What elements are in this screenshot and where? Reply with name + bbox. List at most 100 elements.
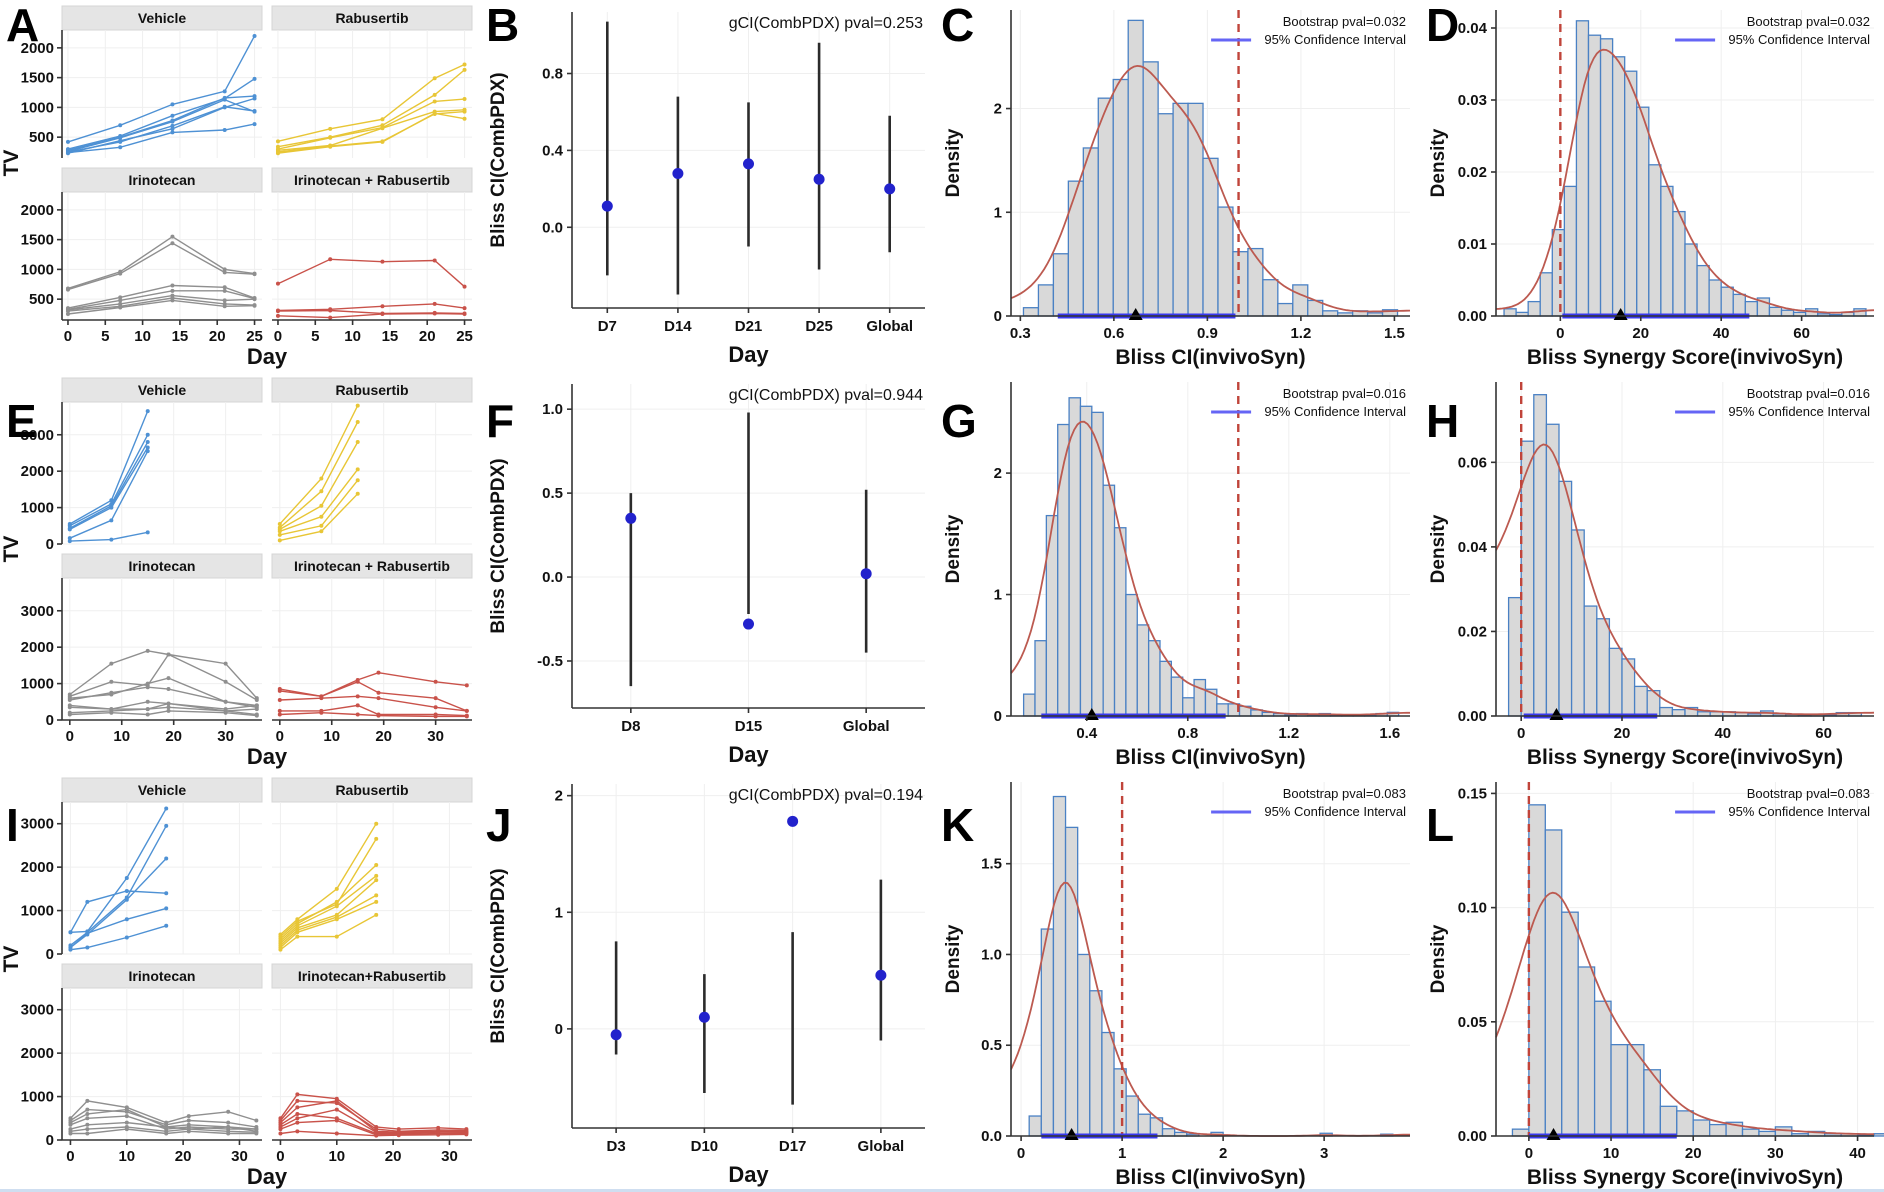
panel-K-chart: 0.0 0.5 1.0 1.5 0 1 2 3 Density Bliss CI(invivoSy… (935, 772, 1420, 1189)
svg-text:2000: 2000 (21, 202, 54, 219)
svg-text:10: 10 (134, 328, 151, 345)
pointrange-plot: 0.0 0.4 0.8 D7 D14 D21 D25 Global (542, 12, 925, 335)
svg-text:0.3: 0.3 (1010, 325, 1031, 342)
panel-D-label: D (1426, 0, 1460, 51)
panel-L: L 0.00 0.05 0.10 0.15 0 10 20 30 40 Density Bliss … (1420, 772, 1884, 1189)
svg-text:20: 20 (375, 728, 392, 745)
svg-text:Bootstrap pval=0.016: Bootstrap pval=0.016 (1283, 386, 1406, 401)
panel-C-svg: 0 1 2 0.3 0.6 0.9 1.2 1.5 Density Bliss CI(invivo… (943, 10, 1411, 369)
panel-I: I TV Day Vehicle 0 1000 2000 3000 Rabusertib Iri… (0, 772, 480, 1189)
svg-text:Irinotecan: Irinotecan (129, 968, 196, 984)
svg-text:0: 0 (46, 536, 54, 553)
svg-text:-0.5: -0.5 (537, 653, 563, 670)
svg-text:1: 1 (994, 204, 1002, 221)
panel-J-svg: 0 1 2 D3 D10 D17 Global gCI(CombPDX) pval=0.194… (488, 784, 925, 1187)
panel-L-svg: 0.00 0.05 0.10 0.15 0 10 20 30 40 Density Bliss Sy… (1428, 782, 1884, 1189)
svg-text:Bliss Synergy Score(invivoSyn): Bliss Synergy Score(invivoSyn) (1527, 746, 1843, 769)
svg-text:Density: Density (1428, 924, 1449, 993)
panel-H-svg: 0.00 0.02 0.04 0.06 0 20 40 60 Density Bliss Syne… (1428, 382, 1875, 769)
panel-H-chart: 0.00 0.02 0.04 0.06 0 20 40 60 Density Bliss Syne… (1420, 372, 1884, 772)
panel-F-svg: -0.5 0.0 0.5 1.0 D8 D15 Global gCI(CombPDX) pva… (488, 384, 925, 767)
svg-text:20: 20 (175, 1148, 192, 1165)
panel-J-chart: 0 1 2 D3 D10 D17 Global gCI(CombPDX) pval=0.194… (480, 772, 935, 1189)
svg-text:10: 10 (113, 728, 130, 745)
facet-Irinotecan: Irinotecan 0 1000 2000 3000 0 10 20 30 (21, 963, 263, 1165)
svg-text:1.0: 1.0 (981, 946, 1002, 963)
panel-E-label: E (6, 395, 37, 447)
mean-triangle (1549, 708, 1564, 720)
svg-text:1.2: 1.2 (1290, 325, 1311, 342)
svg-text:Day: Day (247, 344, 288, 369)
svg-text:1.0: 1.0 (542, 401, 563, 418)
mean-triangle (1613, 308, 1628, 320)
panel-A-svg: TVDayVehicle500100015002000RabusertibIri… (0, 5, 473, 369)
panel-K: K 0.0 0.5 1.0 1.5 0 1 2 3 Density Bliss CI(invivo… (935, 772, 1420, 1189)
svg-text:D17: D17 (779, 1138, 807, 1155)
panel-G-label: G (941, 395, 977, 447)
svg-text:D15: D15 (735, 718, 763, 735)
svg-text:500: 500 (29, 291, 54, 308)
svg-text:0: 0 (1556, 325, 1564, 342)
svg-text:2000: 2000 (21, 639, 54, 656)
svg-text:Density: Density (1428, 514, 1449, 583)
svg-text:40: 40 (1713, 325, 1730, 342)
histogram-plot: 0.00 0.01 0.02 0.03 0.04 0 20 40 60 (1458, 10, 1875, 342)
svg-text:0: 0 (994, 308, 1002, 325)
svg-text:Density: Density (1428, 128, 1449, 197)
svg-text:30: 30 (441, 1148, 458, 1165)
density-curve (1495, 48, 1875, 314)
panel-A-chart: TV Day Vehicle 500 1000 1500 2000 Rabusertib Iri… (0, 0, 480, 372)
svg-text:0.00: 0.00 (1458, 708, 1487, 725)
svg-text:3: 3 (1320, 1145, 1328, 1162)
histogram-plot: 0.0 0.5 1.0 1.5 0 1 2 3 (981, 782, 1411, 1162)
svg-text:1.6: 1.6 (1379, 725, 1400, 742)
svg-text:0.05: 0.05 (1458, 1014, 1487, 1031)
svg-text:0: 0 (46, 712, 54, 729)
svg-text:0.06: 0.06 (1458, 454, 1487, 471)
panel-G: G 0 1 2 0.4 0.8 1.2 1.6 Density Bliss CI(invivoS… (935, 372, 1420, 772)
svg-text:Rabusertib: Rabusertib (335, 782, 408, 798)
svg-text:95% Confidence Interval: 95% Confidence Interval (1264, 804, 1406, 819)
histogram-plot: 0 1 2 0.4 0.8 1.2 1.6 (994, 382, 1410, 742)
panel-I-label: I (6, 799, 19, 851)
panel-J: J 0 1 2 D3 D10 D17 Global gCI(CombPDX) pval=0.1… (480, 772, 935, 1189)
svg-text:0: 0 (46, 1132, 54, 1149)
svg-text:500: 500 (29, 129, 54, 146)
svg-text:0.02: 0.02 (1458, 623, 1487, 640)
histogram-plot: 0.00 0.02 0.04 0.06 0 20 40 60 (1458, 382, 1875, 742)
svg-text:0.04: 0.04 (1458, 539, 1488, 556)
facet-Vehicle: Vehicle 0 1000 2000 3000 (21, 777, 263, 963)
svg-text:Day: Day (247, 1164, 288, 1189)
svg-text:0.04: 0.04 (1458, 20, 1488, 37)
svg-text:D3: D3 (607, 1138, 626, 1155)
svg-text:1000: 1000 (21, 1089, 54, 1106)
svg-text:Irinotecan+Rabusertib: Irinotecan+Rabusertib (298, 968, 446, 984)
facet-Irinotecan: Irinotecan 0 1000 2000 3000 0 10 20 30 (21, 553, 263, 745)
svg-text:0: 0 (66, 728, 74, 745)
panel-F: F -0.5 0.0 0.5 1.0 D8 D15 Global gCI(CombPDX) p… (480, 372, 935, 772)
svg-text:30: 30 (1767, 1145, 1784, 1162)
svg-text:20: 20 (209, 328, 226, 345)
svg-text:1: 1 (1118, 1145, 1126, 1162)
svg-text:60: 60 (1815, 725, 1832, 742)
svg-text:30: 30 (217, 728, 234, 745)
density-curve (1010, 64, 1411, 313)
svg-text:0: 0 (1525, 1145, 1533, 1162)
panel-L-chart: 0.00 0.05 0.10 0.15 0 10 20 30 40 Density Bliss Sy… (1420, 772, 1884, 1189)
svg-text:0: 0 (276, 728, 284, 745)
svg-text:0: 0 (994, 708, 1002, 725)
svg-text:TV: TV (0, 150, 23, 177)
svg-text:20: 20 (1685, 1145, 1702, 1162)
svg-text:3000: 3000 (21, 603, 54, 620)
panel-H-label: H (1426, 395, 1460, 447)
svg-text:Rabusertib: Rabusertib (335, 10, 408, 26)
svg-text:40: 40 (1714, 725, 1731, 742)
svg-text:2000: 2000 (21, 859, 54, 876)
svg-text:1000: 1000 (21, 261, 54, 278)
panel-B-label: B (486, 0, 520, 51)
svg-text:gCI(CombPDX) pval=0.194: gCI(CombPDX) pval=0.194 (729, 787, 923, 804)
svg-text:1000: 1000 (21, 500, 54, 517)
panel-H: H 0.00 0.02 0.04 0.06 0 20 40 60 Density Bliss Sy… (1420, 372, 1884, 772)
svg-text:Bootstrap pval=0.083: Bootstrap pval=0.083 (1283, 786, 1406, 801)
